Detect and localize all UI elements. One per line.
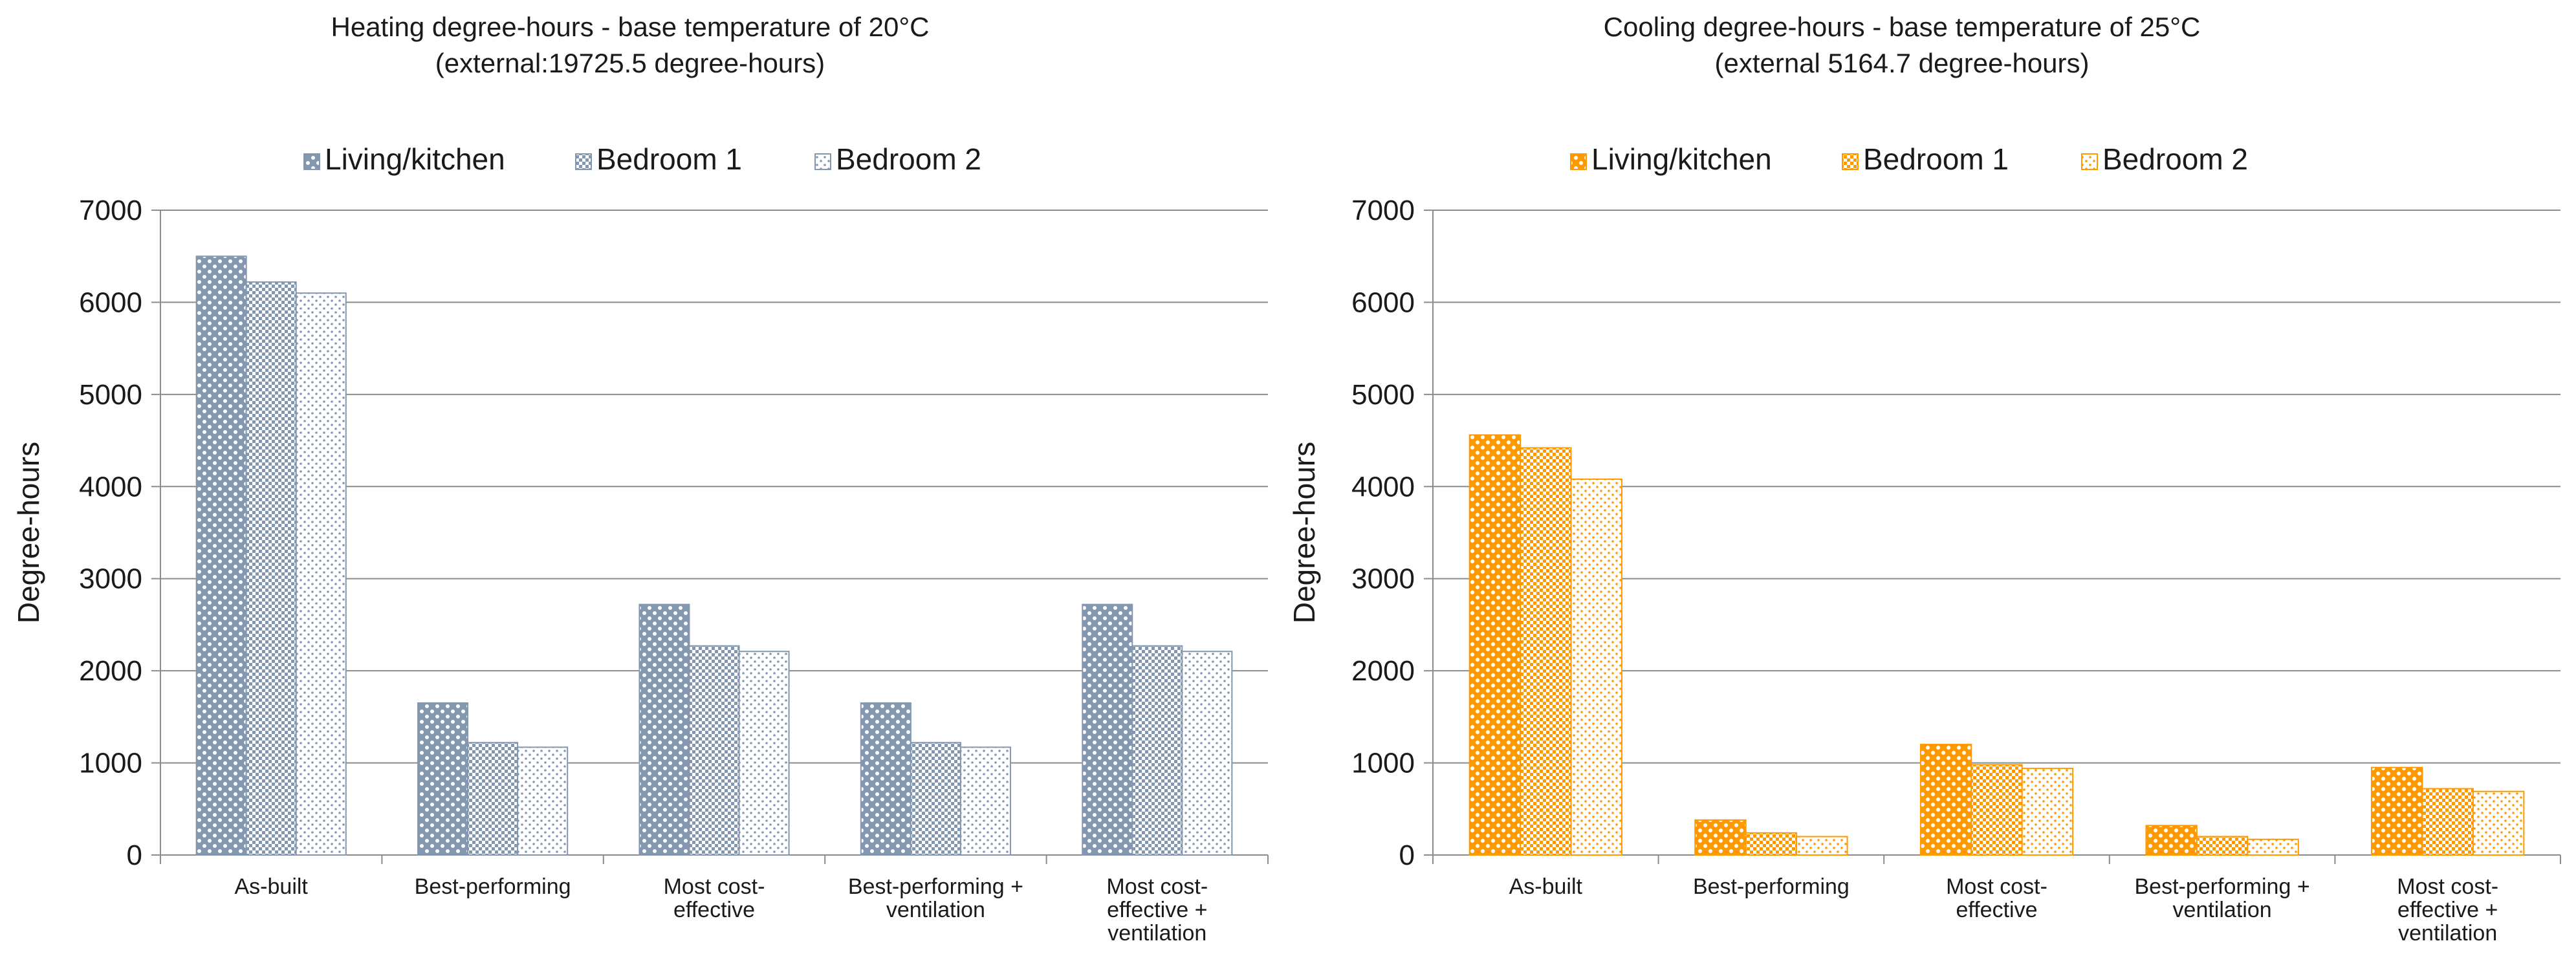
y-axis-title: Degree-hours [1287, 442, 1321, 623]
bar [1970, 764, 2023, 856]
bar [1919, 744, 1972, 856]
y-tick-label: 0 [1399, 839, 1415, 871]
y-tick-label: 1000 [1351, 748, 1415, 779]
x-category-label: effective + [2397, 898, 2498, 922]
x-category-label: Most cost- [1106, 874, 1208, 899]
y-tick-label: 6000 [79, 287, 142, 318]
legend-label: Living/kitchen [1591, 142, 1772, 176]
x-category-label: effective [673, 898, 755, 922]
legend-label: Bedroom 2 [2102, 142, 2248, 176]
chart-title-line: (external 5164.7 degree-hours) [1714, 48, 2089, 78]
y-tick-label: 3000 [1351, 563, 1415, 595]
bar [910, 742, 961, 856]
y-tick-label: 6000 [1351, 287, 1415, 318]
bar [417, 702, 469, 856]
x-category-label: ventilation [2173, 898, 2272, 922]
bar [2421, 788, 2474, 856]
cooling-chart: Cooling degree-hours - base temperature … [1287, 12, 2561, 946]
y-axis-title: Degree-hours [12, 442, 45, 623]
legend-swatch [575, 153, 592, 170]
y-tick-label: 5000 [79, 379, 142, 411]
bar [1131, 645, 1183, 856]
bar [688, 645, 740, 856]
bar [639, 603, 690, 856]
bar [2371, 766, 2423, 856]
bar [295, 292, 347, 856]
y-tick-label: 5000 [1351, 379, 1415, 411]
legend-label: Bedroom 1 [1863, 142, 2009, 176]
y-tick-label: 4000 [79, 471, 142, 503]
bar [2145, 825, 2198, 856]
x-category-label: effective + [1107, 898, 1207, 922]
bar [1181, 651, 1233, 856]
y-tick-label: 4000 [1351, 471, 1415, 503]
y-tick-label: 2000 [79, 655, 142, 687]
bar [2196, 836, 2249, 856]
bar [1520, 447, 1572, 856]
x-category-label: Most cost- [664, 874, 765, 899]
x-category-label: ventilation [2398, 921, 2497, 946]
legend-label: Bedroom 1 [596, 142, 742, 176]
bar [467, 742, 519, 856]
heating-chart: Heating degree-hours - base temperature … [12, 12, 1269, 946]
bar [959, 746, 1011, 856]
x-category-label: As-built [235, 874, 309, 899]
x-category-label: Most cost- [1946, 874, 2047, 899]
chart-title-line: (external:19725.5 degree-hours) [435, 48, 825, 78]
legend-swatch [814, 153, 831, 170]
x-category-label: Best-performing + [848, 874, 1023, 899]
bar [860, 702, 911, 856]
y-tick-label: 2000 [1351, 655, 1415, 687]
bar [1796, 836, 1848, 856]
x-category-label: Best-performing [415, 874, 571, 899]
y-tick-label: 7000 [1351, 195, 1415, 226]
x-category-label: ventilation [886, 898, 985, 922]
bar [517, 746, 569, 856]
y-tick-label: 3000 [79, 563, 142, 595]
bar [1745, 832, 1798, 856]
legend-label: Living/kitchen [325, 142, 505, 176]
bar [2472, 790, 2525, 856]
bar [2247, 838, 2299, 856]
y-tick-label: 0 [127, 839, 142, 871]
legend-swatch [303, 153, 320, 170]
legend-label: Bedroom 2 [836, 142, 981, 176]
x-category-label: ventilation [1108, 921, 1206, 946]
bar [738, 651, 790, 856]
chart-title-line: Cooling degree-hours - base temperature … [1604, 12, 2201, 42]
y-tick-label: 1000 [79, 748, 142, 779]
bar [1468, 434, 1522, 856]
x-category-label: Best-performing + [2135, 874, 2310, 899]
y-tick-label: 7000 [79, 195, 142, 226]
x-category-label: Best-performing [1693, 874, 1850, 899]
bar [1570, 478, 1622, 856]
bar [245, 281, 297, 856]
bar [2021, 768, 2074, 856]
chart-title-line: Heating degree-hours - base temperature … [331, 12, 930, 42]
x-category-label: As-built [1509, 874, 1583, 899]
legend-swatch [2081, 153, 2098, 170]
x-category-label: effective [1956, 898, 2037, 922]
bar [1082, 603, 1133, 856]
bar [195, 255, 247, 856]
legend-swatch [1842, 153, 1859, 170]
x-category-label: Most cost- [2397, 874, 2498, 899]
bar [1694, 819, 1747, 856]
legend-swatch [1570, 153, 1587, 170]
